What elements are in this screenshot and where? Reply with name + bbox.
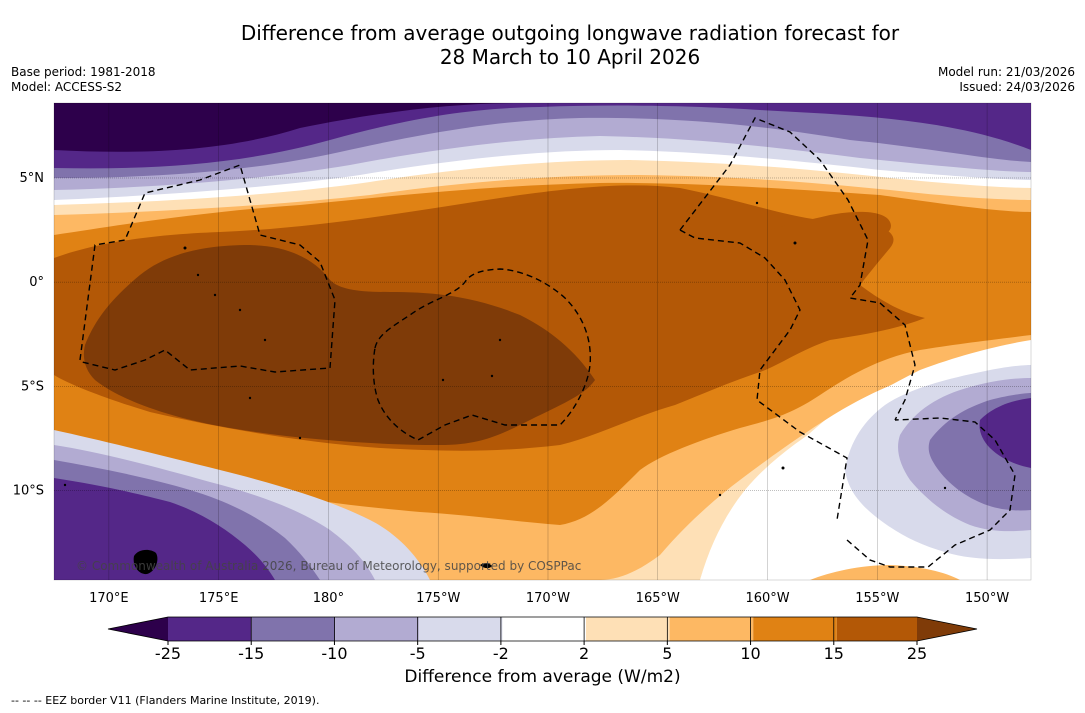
colorbar-box	[836, 617, 917, 641]
island-dot	[238, 308, 242, 312]
y-axis-ticks: 5°N 0° 5°S 10°S	[13, 171, 44, 498]
eez-border-phoenix	[372, 268, 592, 441]
copyright-text: © Commonwealth of Australia 2026, Bureau…	[76, 559, 581, 573]
colorbar-tick-label: 25	[907, 644, 927, 663]
colorbar-box	[335, 617, 419, 641]
island-dot	[755, 201, 759, 205]
colorbar-box	[586, 617, 670, 641]
island-dot	[213, 293, 217, 297]
colorbar-tick-label: -2	[493, 644, 509, 663]
island-dot	[781, 466, 785, 470]
island-dot	[943, 486, 947, 490]
band-se-n25-n15	[979, 398, 1031, 468]
plot-frame	[53, 102, 1032, 581]
model-name: Model: ACCESS-S2	[11, 80, 123, 94]
island-dot	[263, 338, 267, 342]
eez-borders	[79, 117, 1016, 568]
colorbar-tick-label: -25	[155, 644, 181, 663]
blob-p15-25-east	[747, 211, 891, 252]
title-line-2: 28 March to 10 April 2026	[439, 45, 701, 69]
colorbar-tick-label: 2	[579, 644, 589, 663]
x-tick-label: 180°	[313, 591, 344, 606]
eez-border-kiribati-gilbert	[79, 164, 336, 373]
island-dot	[490, 374, 494, 378]
colorbar-ticks: -25 -15 -10 -5 -2 2 5 10 15 25	[155, 641, 927, 663]
meta-left: Base period: 1981-2018 Model: ACCESS-S2	[11, 65, 156, 95]
colorbar-tick-label: -10	[321, 644, 347, 663]
colorbar-box	[251, 617, 336, 641]
x-tick-label: 150°W	[965, 591, 1009, 606]
colorbar-box	[753, 617, 837, 641]
colorbar-label: Difference from average (W/m2)	[404, 667, 681, 687]
colorbar-dividers	[250, 617, 835, 641]
issued-date: Issued: 24/03/2026	[959, 80, 1075, 94]
eez-border-line-islands	[679, 117, 1016, 568]
title-line-1: Difference from average outgoing longwav…	[240, 21, 900, 45]
x-tick-label: 170°E	[89, 591, 129, 606]
y-tick-label: 0°	[29, 275, 44, 290]
island-dot	[718, 493, 722, 497]
colorbar-tick-label: 5	[662, 644, 672, 663]
band-sw-n25-n15	[54, 478, 275, 580]
island-dot	[298, 436, 302, 440]
colorbar-extend-right	[917, 617, 977, 641]
island-fiji	[133, 549, 158, 575]
island-dot	[183, 246, 187, 250]
graticule	[54, 103, 1031, 580]
meta-right: Model run: 21/03/2026 Issued: 24/03/2026	[938, 65, 1075, 95]
y-tick-label: 10°S	[13, 483, 44, 498]
island-dot	[441, 378, 445, 382]
island-dot	[498, 338, 502, 342]
colorbar-extend-left	[108, 617, 168, 641]
x-axis-ticks: 170°E 175°E 180° 175°W 170°W 165°W 160°W 155°W 1…	[89, 591, 1009, 606]
colorbar-box	[418, 617, 503, 641]
colorbar-tick-label: -15	[238, 644, 264, 663]
band-se-bottom-p5-10	[810, 565, 960, 580]
islands	[63, 201, 947, 575]
x-tick-label: 160°W	[745, 591, 789, 606]
band-above-25	[83, 245, 595, 445]
x-tick-label: 170°W	[526, 591, 570, 606]
colorbar-tick-label: 15	[824, 644, 844, 663]
island-dot	[63, 483, 67, 487]
y-tick-label: 5°N	[20, 171, 45, 186]
colorbar-tick-label: 10	[740, 644, 760, 663]
contour-field	[54, 103, 1031, 580]
island-dot	[248, 396, 252, 400]
colorbar-tick-label: -5	[410, 644, 426, 663]
model-run: Model run: 21/03/2026	[937, 65, 1075, 79]
colorbar: -25 -15 -10 -5 -2 2 5 10 15 25	[107, 616, 978, 663]
chart-title: Difference from average outgoing longwav…	[0, 21, 1085, 69]
x-tick-label: 155°W	[855, 591, 899, 606]
island-dot	[196, 273, 200, 277]
eez-footnote: -- -- -- EEZ border V11 (Flanders Marine…	[11, 694, 320, 707]
y-tick-label: 5°S	[21, 379, 44, 394]
x-tick-label: 175°E	[199, 591, 239, 606]
colorbar-box	[502, 617, 586, 641]
x-tick-label: 175°W	[416, 591, 460, 606]
x-tick-label: 165°W	[636, 591, 680, 606]
island-samoa	[480, 563, 492, 569]
base-period: Base period: 1981-2018	[11, 65, 156, 79]
colorbar-box	[168, 617, 252, 641]
colorbar-box	[669, 617, 754, 641]
island-dot	[793, 241, 797, 245]
